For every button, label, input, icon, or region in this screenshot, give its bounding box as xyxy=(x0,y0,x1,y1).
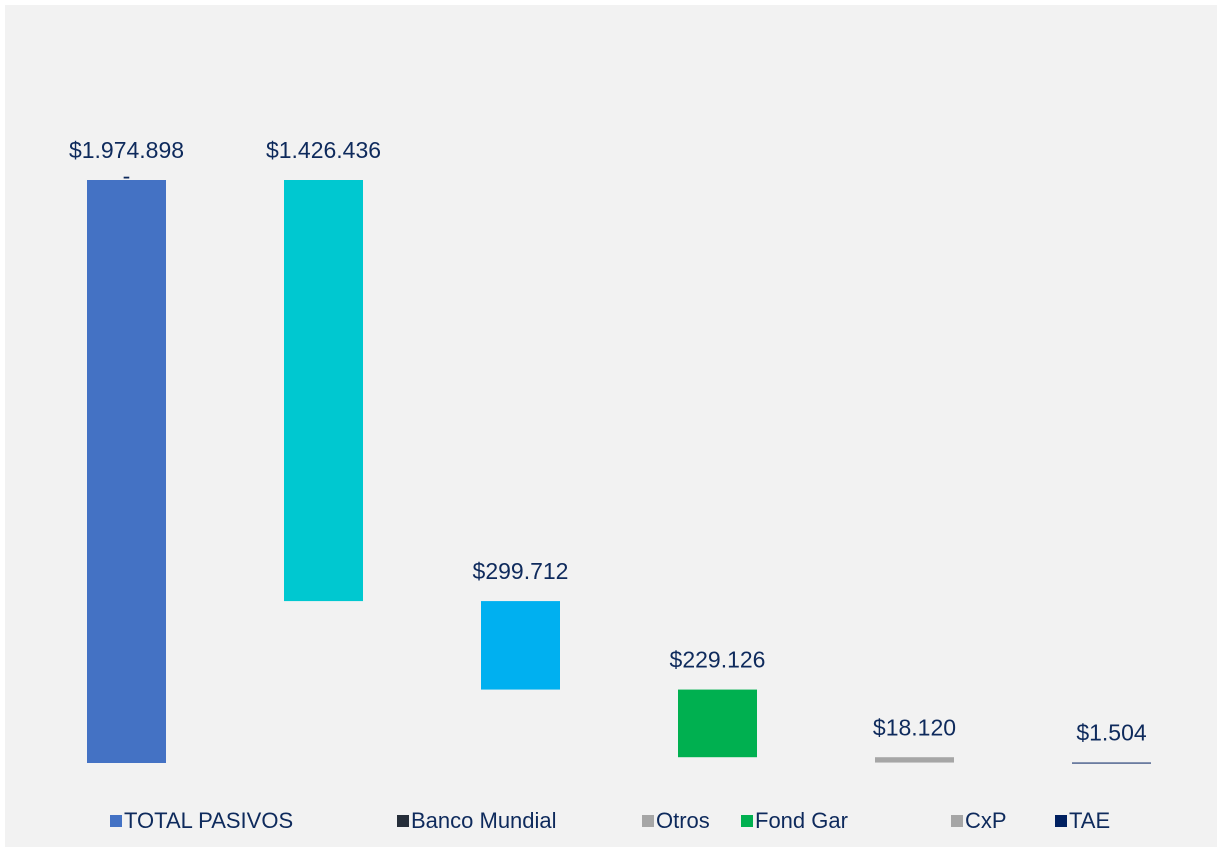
data-label: $1.504 xyxy=(1076,720,1147,746)
legend-label: Fond Gar xyxy=(755,808,848,833)
annotation: - xyxy=(123,163,131,189)
data-label: $18.120 xyxy=(873,714,956,740)
legend-swatch xyxy=(642,815,654,827)
bar xyxy=(875,757,954,763)
legend-label: Banco Mundial xyxy=(411,808,557,833)
bar xyxy=(284,180,363,602)
legend-swatch xyxy=(741,815,753,827)
legend-label: Otros xyxy=(656,808,710,833)
legend-label: TOTAL PASIVOS xyxy=(124,808,293,833)
bar xyxy=(481,601,560,690)
data-label: $229.126 xyxy=(670,647,766,673)
legend-label: TAE xyxy=(1069,808,1110,833)
data-label: $1.426.436 xyxy=(266,137,381,163)
data-label: $299.712 xyxy=(473,558,569,584)
legend-swatch xyxy=(110,815,122,827)
legend-label: CxP xyxy=(965,808,1007,833)
plot-background xyxy=(5,5,1217,847)
legend-swatch xyxy=(1055,815,1067,827)
bar xyxy=(678,689,757,758)
bar xyxy=(87,180,166,763)
legend-swatch xyxy=(397,815,409,827)
legend-swatch xyxy=(951,815,963,827)
data-label: $1.974.898 xyxy=(69,137,184,163)
bar xyxy=(1072,762,1151,764)
